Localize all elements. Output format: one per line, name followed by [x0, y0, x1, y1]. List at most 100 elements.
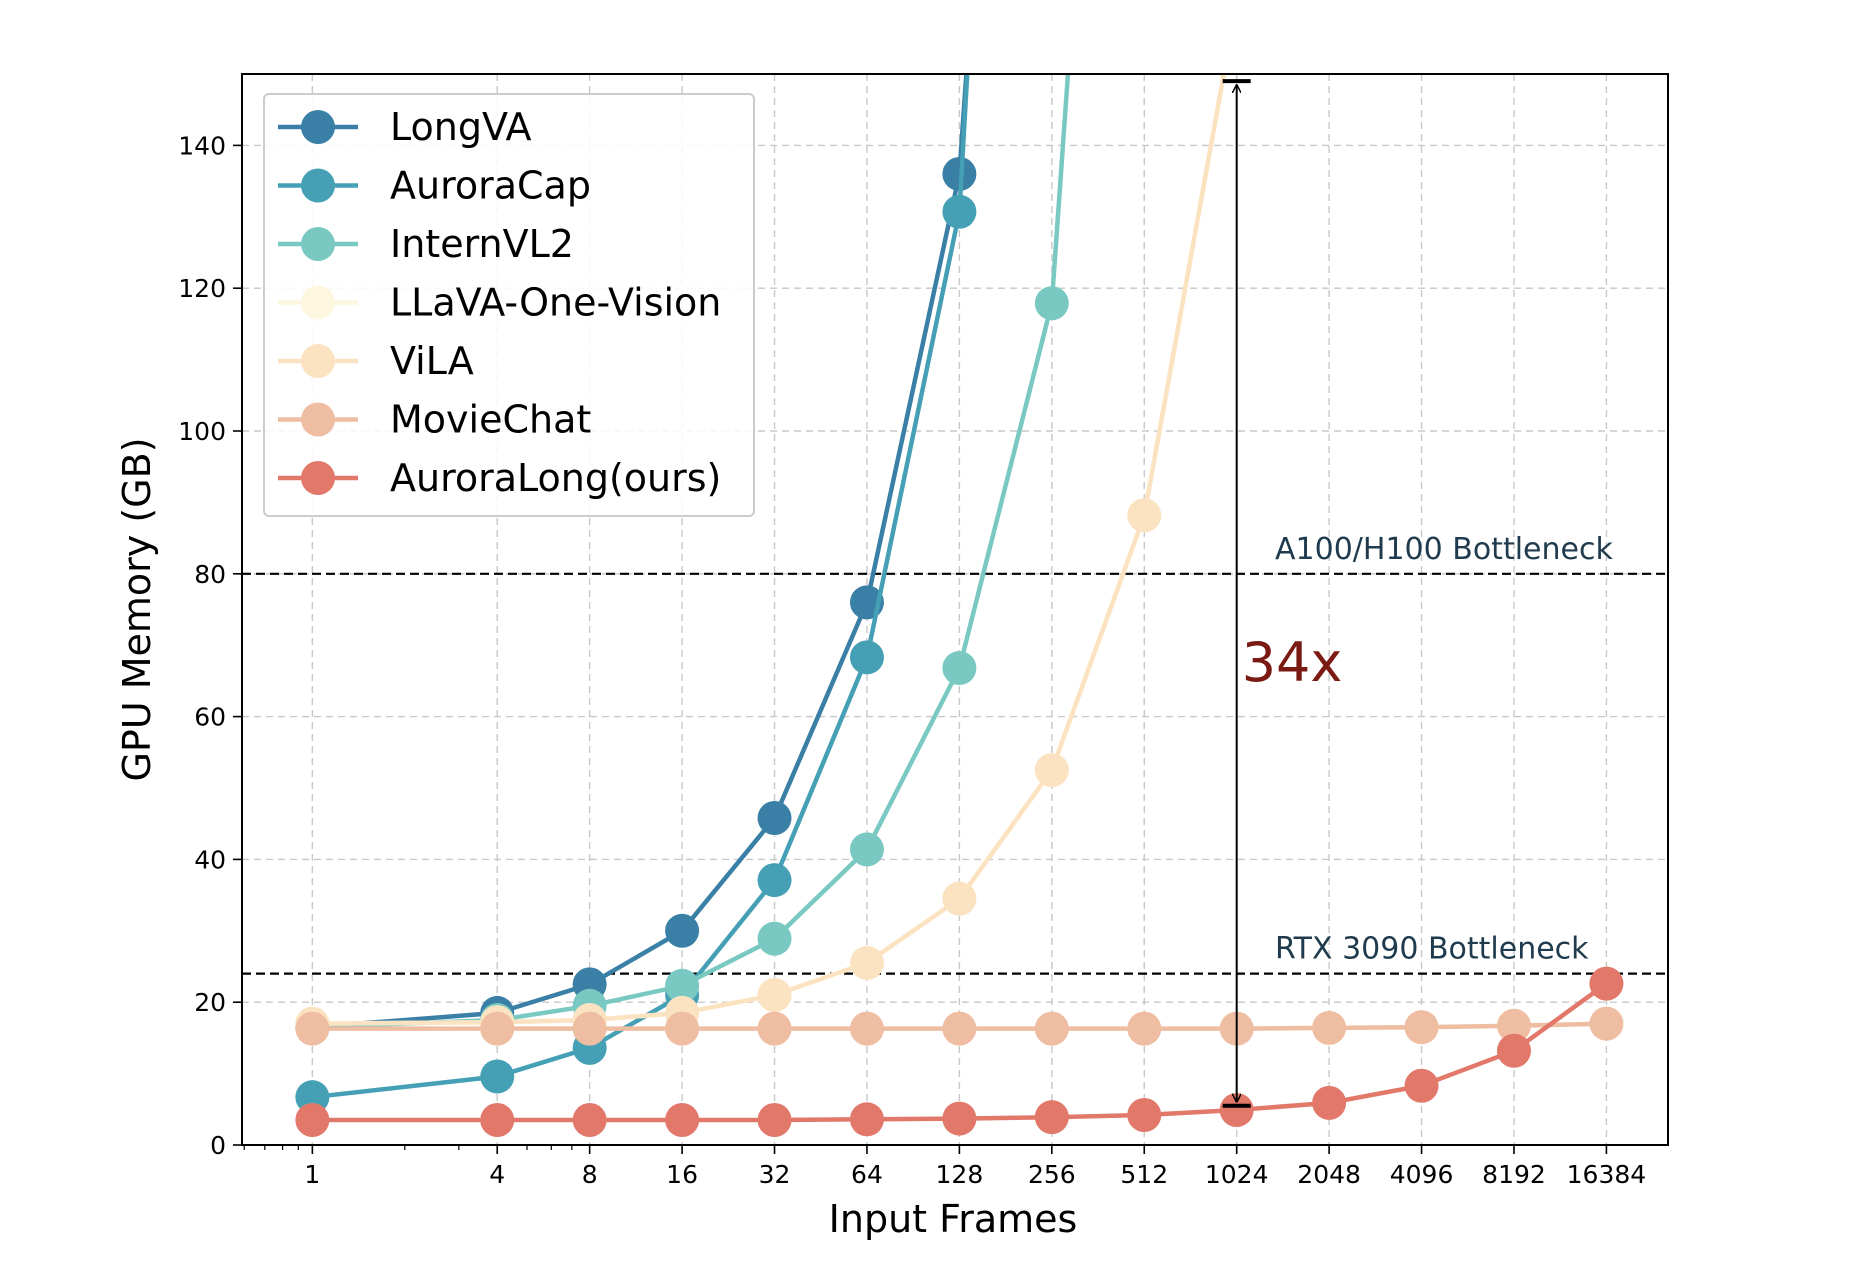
axes: 1 4 8 16 32 64 128 256 512 1024 2048 4096 8192 16384 0…: [115, 131, 1646, 1241]
y-tick-label: 120: [178, 274, 226, 303]
series-point: [1219, 1093, 1254, 1128]
legend-item: AuroraCap: [278, 164, 591, 208]
series-point: [1127, 498, 1162, 533]
reference-line-label: RTX 3090 Bottleneck: [1275, 932, 1589, 967]
series-point: [1589, 966, 1624, 1001]
series-point: [849, 1102, 884, 1137]
x-tick-label: 256: [1028, 1160, 1076, 1189]
series-point: [1496, 1008, 1531, 1043]
legend-label: AuroraLong(ours): [390, 456, 721, 500]
legend-item: InternVL2: [278, 222, 574, 266]
legend-item: LongVA: [278, 105, 532, 149]
series-point: [665, 1011, 700, 1046]
series-point: [1034, 1100, 1069, 1135]
series-point: [1312, 1010, 1347, 1045]
plot-frame: [241, 73, 1669, 1146]
legend-label: ViLA: [390, 339, 474, 383]
legend-item: LLaVA-One-Vision: [278, 281, 721, 325]
x-tick-label: 1024: [1205, 1160, 1269, 1189]
series-point: [295, 1103, 330, 1138]
x-tick-label: 8192: [1482, 1160, 1546, 1189]
legend-swatch-marker: [301, 461, 335, 495]
legend-swatch-marker: [301, 227, 335, 261]
x-tick-label: 8: [582, 1160, 598, 1189]
x-tick-label: 512: [1120, 1160, 1168, 1189]
series-point: [1404, 1068, 1439, 1103]
legend-box: [263, 93, 755, 517]
annotation-label: 34x: [1242, 631, 1343, 694]
series-point: [480, 1011, 515, 1046]
series-point: [1312, 1085, 1347, 1120]
legend-swatch-marker: [301, 168, 335, 203]
series-point: [572, 1011, 607, 1046]
series-point: [942, 1101, 977, 1136]
series-point: [665, 968, 700, 1003]
x-tick-label: 16: [666, 1160, 698, 1189]
series-point: [757, 863, 792, 898]
y-tick-label: 20: [194, 988, 226, 1017]
reference-line-label: A100/H100 Bottleneck: [1275, 532, 1613, 567]
series-point: [942, 881, 977, 916]
legend-label: InternVL2: [390, 222, 574, 266]
legend-label: AuroraCap: [390, 164, 591, 208]
series-point: [1034, 286, 1069, 321]
y-tick-label: 100: [178, 417, 226, 446]
series-point: [480, 1059, 515, 1094]
series-point: [1589, 1006, 1624, 1041]
x-tick-label: 128: [936, 1160, 984, 1189]
y-axis-title: GPU Memory (GB): [115, 437, 159, 781]
x-tick-label: 4: [489, 1160, 505, 1189]
series-point: [572, 1103, 607, 1138]
annotation: 34x: [1222, 79, 1343, 1108]
series-point: [942, 194, 977, 229]
series-point: [757, 921, 792, 956]
x-tick-label: 64: [851, 1160, 883, 1189]
series-layer: [295, 74, 1624, 1138]
series-point: [849, 945, 884, 980]
series-point: [849, 640, 884, 675]
legend-swatch-marker: [301, 344, 335, 378]
series-point: [480, 1103, 515, 1138]
series-point: [665, 1103, 700, 1138]
legend-swatch-marker: [301, 285, 335, 320]
series-point: [1127, 1098, 1162, 1133]
series-point: [295, 1011, 330, 1046]
series-point: [757, 1011, 792, 1046]
reference-lines: A100/H100 Bottleneck RTX 3090 Bottleneck: [242, 532, 1668, 975]
series-point: [1496, 1033, 1531, 1068]
series-point: [1127, 1011, 1162, 1046]
series-point: [1034, 753, 1069, 788]
legend-item: AuroraLong(ours): [278, 456, 721, 500]
series-point: [942, 1011, 977, 1046]
legend-swatch-marker: [301, 402, 335, 437]
legend-item: ViLA: [278, 339, 474, 383]
y-tick-label: 60: [194, 703, 226, 732]
x-tick-label: 16384: [1567, 1160, 1647, 1189]
legend-swatch-marker: [301, 110, 335, 144]
legend-label: MovieChat: [390, 398, 591, 442]
series-point: [1034, 1011, 1069, 1046]
series-point: [849, 832, 884, 867]
series-point: [849, 1011, 884, 1046]
x-tick-label: 2048: [1297, 1160, 1361, 1189]
series-point: [757, 978, 792, 1013]
x-tick-label: 4096: [1390, 1160, 1454, 1189]
y-tick-label: 80: [194, 560, 226, 589]
x-tick-label: 1: [304, 1160, 320, 1189]
x-tick-label: 32: [759, 1160, 791, 1189]
series-point: [1404, 1010, 1439, 1045]
series-point: [665, 913, 700, 948]
series-line: [312, 74, 1227, 1026]
y-tick-label: 40: [194, 845, 226, 874]
series-point: [757, 800, 792, 835]
legend: LongVA AuroraCap InternVL2 LLaVA-One-Vision…: [263, 93, 755, 517]
y-tick-label: 140: [178, 131, 226, 160]
y-tick-label: 0: [210, 1131, 226, 1160]
legend-item: MovieChat: [278, 398, 591, 442]
series-point: [942, 651, 977, 686]
legend-label: LongVA: [390, 105, 532, 149]
x-axis-title: Input Frames: [829, 1197, 1078, 1241]
legend-label: LLaVA-One-Vision: [390, 281, 721, 325]
series-point: [757, 1103, 792, 1138]
